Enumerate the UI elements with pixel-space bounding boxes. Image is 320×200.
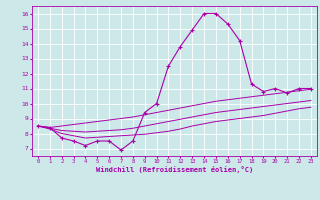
X-axis label: Windchill (Refroidissement éolien,°C): Windchill (Refroidissement éolien,°C) [96, 166, 253, 173]
